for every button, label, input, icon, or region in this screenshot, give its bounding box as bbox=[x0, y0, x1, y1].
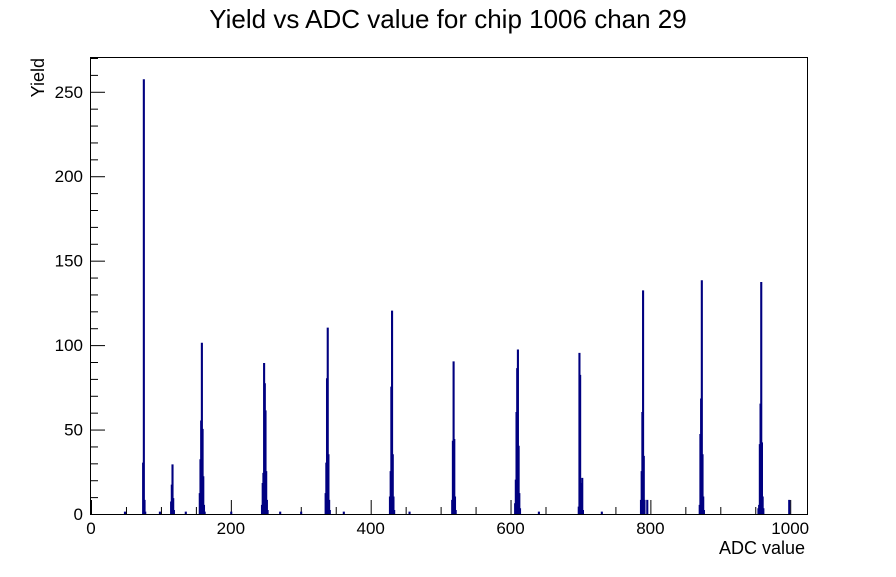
histogram-bin bbox=[761, 496, 764, 514]
histogram-bin bbox=[393, 509, 396, 514]
histogram-bin bbox=[788, 499, 791, 514]
histogram-bin bbox=[646, 499, 649, 514]
histogram-bin bbox=[517, 445, 520, 514]
histogram-bin bbox=[537, 511, 540, 514]
histogram-bin bbox=[203, 511, 206, 514]
histogram-bin bbox=[518, 508, 522, 514]
histogram-bin bbox=[642, 290, 645, 514]
histogram-bin bbox=[264, 410, 267, 514]
histogram-bin bbox=[762, 508, 765, 514]
histogram-bin bbox=[702, 509, 705, 514]
histogram-bin bbox=[760, 281, 763, 514]
histogram-bin bbox=[142, 79, 145, 514]
histogram-bin bbox=[327, 454, 330, 514]
histogram-bin bbox=[279, 511, 282, 514]
x-tick-label: 1000 bbox=[771, 519, 809, 538]
histogram-bin bbox=[454, 509, 457, 514]
histogram-bin bbox=[230, 511, 233, 514]
histogram-bin bbox=[452, 361, 455, 514]
histogram-bin bbox=[184, 511, 187, 514]
histogram-bin bbox=[326, 327, 329, 514]
x-tick-label: 400 bbox=[357, 519, 385, 538]
histogram-bin bbox=[201, 428, 204, 514]
histogram-bin bbox=[516, 349, 519, 514]
histogram-bin bbox=[300, 511, 303, 514]
chart-title: Yield vs ADC value for chip 1006 chan 29 bbox=[209, 4, 686, 34]
y-tick-label: 50 bbox=[64, 421, 83, 440]
histogram-bin bbox=[143, 499, 146, 514]
x-tick-label: 0 bbox=[86, 519, 95, 538]
histogram-bin bbox=[518, 493, 521, 514]
histogram-bin bbox=[265, 499, 268, 514]
histogram-bin bbox=[202, 504, 206, 514]
histogram-bin bbox=[408, 511, 411, 514]
histogram-bin bbox=[579, 374, 582, 514]
axis-ticks: 0 200 400 600 800 1000 0 50 100 150 200 250 bbox=[55, 58, 809, 538]
histogram-bin bbox=[391, 310, 394, 514]
plot-frame bbox=[90, 57, 808, 515]
x-axis-label: ADC value bbox=[719, 538, 805, 558]
histogram-bin bbox=[453, 439, 456, 514]
histogram-bin bbox=[642, 455, 645, 514]
histogram-bin bbox=[760, 442, 763, 514]
histogram-bin bbox=[600, 511, 603, 514]
histogram-bin bbox=[144, 511, 147, 514]
y-tick-label: 150 bbox=[55, 252, 83, 271]
histogram-bin bbox=[391, 454, 394, 514]
histogram-bin bbox=[392, 496, 395, 514]
histogram-bin bbox=[701, 454, 704, 514]
histogram-bin bbox=[265, 471, 268, 514]
histogram-bin bbox=[172, 498, 175, 514]
x-tick-label: 600 bbox=[496, 519, 524, 538]
histogram-bin bbox=[581, 509, 584, 514]
y-tick-label: 100 bbox=[55, 336, 83, 355]
histogram-bin bbox=[123, 511, 127, 514]
histogram-bin bbox=[202, 476, 205, 514]
histogram-bin bbox=[172, 509, 175, 514]
histogram-bin bbox=[342, 511, 345, 514]
x-tick-label: 200 bbox=[217, 519, 245, 538]
x-tick-label: 800 bbox=[636, 519, 664, 538]
histogram-bin bbox=[702, 496, 705, 514]
y-tick-label: 250 bbox=[55, 83, 83, 102]
histogram-bin bbox=[643, 499, 646, 514]
histogram-bin bbox=[328, 509, 331, 514]
histogram-bin bbox=[200, 342, 203, 514]
y-axis-label: Yield bbox=[28, 58, 48, 97]
histogram-bars bbox=[123, 79, 791, 514]
y-tick-label: 200 bbox=[55, 167, 83, 186]
histogram-bin bbox=[453, 496, 457, 514]
y-tick-label: 0 bbox=[74, 505, 83, 524]
histogram-bin bbox=[700, 280, 703, 514]
histogram-bin bbox=[158, 511, 161, 514]
histogram-bin bbox=[581, 477, 584, 514]
histogram-bin bbox=[171, 464, 174, 514]
histogram-bin bbox=[266, 509, 269, 514]
histogram-bin bbox=[328, 499, 331, 514]
